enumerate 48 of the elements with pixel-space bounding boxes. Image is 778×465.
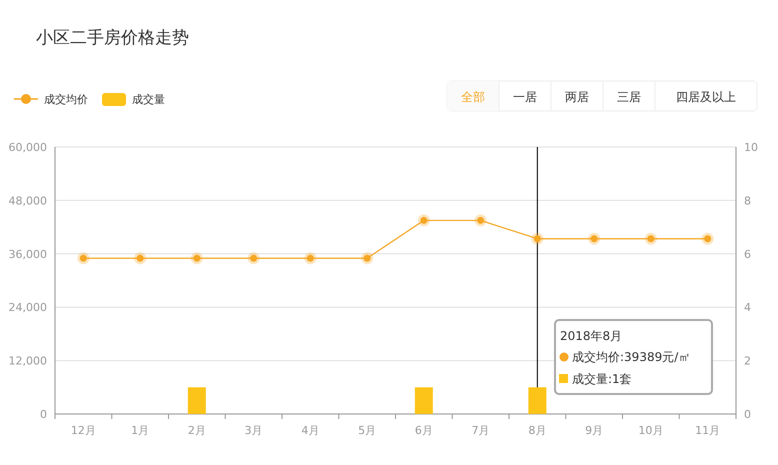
x-tick-label: 9月	[585, 424, 604, 437]
y2-tick-label: 2	[744, 354, 751, 368]
point	[474, 214, 487, 226]
y-tick-label: 24,000	[8, 301, 47, 314]
tooltip: 2018年8月 成交均价:39389元/㎡ 成交量:1套	[554, 319, 713, 395]
y2-tick-label: 6	[744, 248, 751, 261]
annotation: 成交量:1套	[572, 372, 632, 386]
text: 两居	[565, 90, 589, 104]
x-tick-label: 7月	[472, 424, 490, 437]
point	[361, 252, 374, 264]
point	[644, 232, 657, 245]
point	[418, 214, 430, 226]
y-tick-label: 0	[40, 408, 47, 421]
chart-title: 小区二手房价格走势	[36, 28, 189, 48]
x-tick-label: 2月	[188, 424, 206, 437]
point	[304, 252, 316, 264]
y-tick-label: 48,000	[8, 194, 47, 208]
y2-tick-label: 4	[744, 301, 751, 314]
y-tick-label: 12,000	[8, 354, 47, 368]
y-tick-label: 60,000	[8, 141, 47, 154]
legend-label: 成交量	[132, 93, 165, 106]
y2-tick-label: 10	[744, 141, 758, 154]
x-tick-label: 5月	[358, 424, 376, 437]
legend-label: 成交均价	[44, 93, 88, 106]
point	[134, 252, 146, 264]
y-tick-label: 36,000	[8, 248, 47, 261]
x-tick-label: 11月	[695, 424, 720, 437]
point	[77, 252, 90, 264]
y2-tick-label: 0	[744, 408, 751, 421]
x-tick-label: 10月	[638, 424, 664, 437]
x-tick-label: 12月	[70, 424, 96, 437]
text: 四居及以上	[676, 90, 736, 104]
x-tick-label: 6月	[414, 424, 433, 437]
point	[248, 252, 260, 264]
x-tick-label: 3月	[244, 424, 263, 437]
point	[531, 232, 544, 245]
y2-tick-label: 8	[744, 194, 751, 208]
point	[588, 232, 600, 245]
text: 全部	[461, 90, 485, 104]
point	[190, 252, 203, 264]
x-tick-label: 8月	[528, 424, 546, 437]
x-tick-label: 4月	[301, 424, 320, 437]
text: 三居	[617, 90, 641, 104]
point	[702, 232, 714, 245]
x-tick-label: 1月	[131, 424, 150, 437]
text: 一居	[513, 90, 537, 104]
annotation: 成交均价:39389元/㎡	[572, 350, 690, 364]
annotation: 2018年8月	[560, 329, 622, 343]
